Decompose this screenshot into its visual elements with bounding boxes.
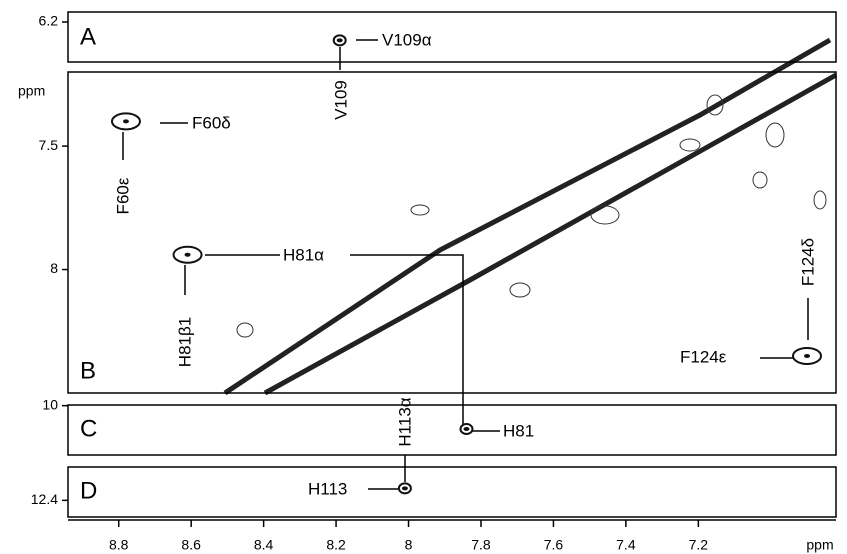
ridge [263, 72, 838, 396]
peak-core [122, 119, 129, 124]
contour [679, 138, 701, 152]
peak-label: F60ε [113, 177, 132, 214]
panel-frame [67, 11, 837, 63]
panel-label: C [80, 415, 97, 442]
y-axis-label: ppm [18, 83, 45, 99]
x-tick-label: 7.8 [471, 537, 491, 553]
peak-label: V109α [382, 30, 432, 49]
x-tick-label: 8.2 [326, 537, 346, 553]
peak-label: H81β1 [175, 317, 194, 367]
x-tick-label: 7.4 [616, 537, 636, 553]
y-tick-label: 10 [42, 396, 58, 412]
x-tick-label: 8.8 [109, 537, 129, 553]
contour [765, 122, 785, 148]
leader [122, 122, 188, 160]
peak-label: H81α [283, 245, 324, 264]
x-tick-label: 8 [405, 537, 413, 553]
contour [410, 204, 430, 216]
y-tick-label: 7.5 [39, 137, 59, 153]
x-tick-label: 7.2 [689, 537, 709, 553]
panel-frame [67, 466, 837, 518]
contour [706, 94, 724, 116]
peak-core [336, 38, 343, 43]
peak-core [463, 427, 470, 431]
leader [184, 254, 464, 425]
panel-label: D [80, 477, 97, 504]
peak-labels: V109α V109 F60δ F60ε H81α H81β1 F124δ F1… [113, 30, 817, 498]
peak-core [184, 252, 191, 257]
y-tick-label: 6.2 [39, 13, 59, 29]
y-tick-label: 8 [50, 260, 58, 276]
x-tick-label: 8.6 [181, 537, 201, 553]
x-tick-label: 7.6 [544, 537, 564, 553]
peak-label: F124δ [798, 238, 817, 286]
diagonal-ridges [223, 37, 838, 396]
leader [760, 298, 809, 359]
contour [590, 205, 620, 225]
contour [509, 282, 531, 298]
peak-label: V109 [331, 80, 350, 120]
panel-label: B [80, 357, 96, 384]
peak-label: F60δ [192, 113, 231, 132]
contour [236, 322, 254, 338]
x-axis-label: ppm [806, 537, 833, 553]
contour [813, 190, 827, 210]
panel-frame [67, 71, 837, 394]
panel-label: A [80, 23, 96, 50]
y-tick-label: 12.4 [31, 491, 58, 507]
peak-core [401, 486, 408, 491]
peak-label: H113 [308, 479, 347, 498]
leader [339, 39, 378, 70]
peak-label: H81 [503, 421, 534, 440]
ridge [223, 37, 832, 396]
peak-label: H113α [395, 397, 414, 446]
x-tick-label: 8.4 [254, 537, 274, 553]
peak-label: F124ε [680, 347, 727, 366]
contour [752, 171, 768, 189]
panel-frame [67, 404, 837, 456]
leader [368, 455, 406, 490]
peak-core [804, 353, 811, 358]
